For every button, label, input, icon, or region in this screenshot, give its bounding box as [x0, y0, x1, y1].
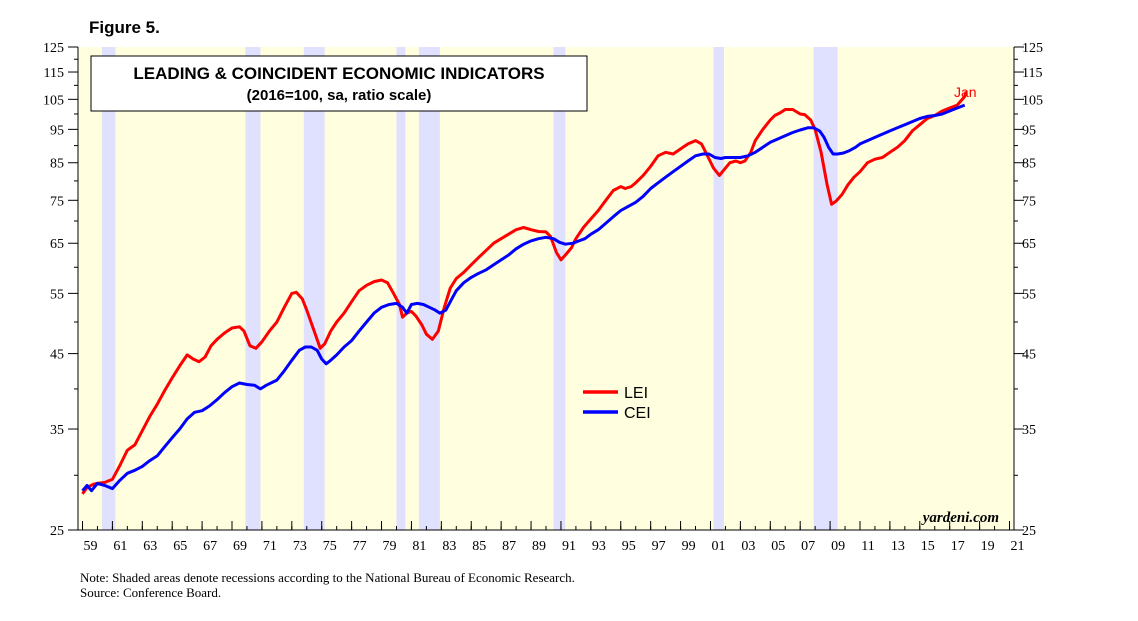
- y-tick-label-left: 85: [50, 157, 64, 172]
- x-tick-label: 87: [502, 539, 516, 554]
- y-tick-label-right: 125: [1022, 41, 1043, 56]
- end-label-jan: Jan: [954, 84, 977, 100]
- series-line-cei: [81, 103, 966, 493]
- title-box: [90, 55, 588, 112]
- x-tick-label: 19: [981, 539, 995, 554]
- x-tick-label: 07: [801, 539, 815, 554]
- x-tick-label: 11: [861, 539, 874, 554]
- recession-band: [245, 47, 261, 530]
- y-tick-label-left: 25: [50, 524, 64, 539]
- y-tick-label-left: 95: [50, 123, 64, 138]
- x-tick-label: 91: [562, 539, 576, 554]
- x-tick-label: 65: [173, 539, 187, 554]
- y-tick-label-left: 115: [44, 66, 64, 81]
- x-tick-label: 15: [921, 539, 935, 554]
- x-tick-label: 75: [323, 539, 337, 554]
- watermark: yardeni.com: [921, 510, 999, 526]
- y-tick-label-left: 75: [50, 194, 64, 209]
- y-tick-label-right: 25: [1022, 524, 1036, 539]
- recession-band: [813, 47, 838, 530]
- x-tick-label: 73: [293, 539, 307, 554]
- figure-label: Figure 5.: [89, 18, 160, 37]
- y-tick-label-left: 125: [43, 41, 64, 56]
- x-tick-label: 85: [472, 539, 486, 554]
- x-tick-label: 09: [831, 539, 845, 554]
- x-tick-label: 95: [622, 539, 636, 554]
- plot-background: [78, 47, 1014, 530]
- chart-title: LEADING & COINCIDENT ECONOMIC INDICATORS: [133, 64, 544, 83]
- y-tick-label-right: 75: [1022, 194, 1036, 209]
- source-text: Source: Conference Board.: [80, 585, 222, 600]
- x-tick-label: 05: [771, 539, 785, 554]
- recession-band: [101, 47, 116, 530]
- y-tick-label-left: 55: [50, 287, 64, 302]
- y-tick-label-right: 85: [1022, 157, 1036, 172]
- x-tick-label: 81: [412, 539, 426, 554]
- x-tick-label: 67: [203, 539, 217, 554]
- note-text: Note: Shaded areas denote recessions acc…: [80, 570, 575, 585]
- recession-band: [396, 47, 406, 530]
- y-tick-label-left: 65: [50, 237, 64, 252]
- recession-band: [553, 47, 566, 530]
- recession-band: [303, 47, 325, 530]
- x-tick-label: 21: [1011, 539, 1025, 554]
- x-tick-label: 13: [891, 539, 905, 554]
- x-tick-label: 03: [741, 539, 755, 554]
- y-tick-label-right: 45: [1022, 348, 1036, 363]
- x-tick-label: 89: [532, 539, 546, 554]
- y-tick-label-left: 35: [50, 423, 64, 438]
- x-tick-label: 17: [951, 539, 965, 554]
- recession-band: [418, 47, 440, 530]
- x-tick-label: 93: [592, 539, 606, 554]
- x-tick-label: 99: [682, 539, 696, 554]
- x-tick-label: 71: [263, 539, 277, 554]
- y-tick-label-left: 105: [43, 93, 64, 108]
- x-tick-label: 63: [143, 539, 157, 554]
- notes: Note: Shaded areas denote recessions acc…: [80, 570, 575, 600]
- chart-subtitle: (2016=100, sa, ratio scale): [247, 87, 432, 104]
- legend-label-cei: CEI: [624, 405, 651, 422]
- x-tick-label: 69: [233, 539, 247, 554]
- x-tick-label: 97: [652, 539, 666, 554]
- y-tick-label-right: 35: [1022, 423, 1036, 438]
- recession-band: [713, 47, 724, 530]
- y-tick-label-right: 115: [1022, 66, 1042, 81]
- y-tick-label-right: 55: [1022, 287, 1036, 302]
- legend: LEI CEI: [583, 385, 651, 422]
- x-tick-label: 59: [83, 539, 97, 554]
- x-tick-label: 01: [711, 539, 725, 554]
- x-tick-label: 83: [442, 539, 456, 554]
- x-tick-label: 61: [113, 539, 127, 554]
- x-tick-label: 77: [353, 539, 367, 554]
- legend-label-lei: LEI: [624, 385, 648, 402]
- x-tick-label: 79: [383, 539, 397, 554]
- y-tick-label-right: 105: [1022, 93, 1043, 108]
- y-tick-label-right: 95: [1022, 123, 1036, 138]
- y-tick-label-left: 45: [50, 348, 64, 363]
- y-tick-label-right: 65: [1022, 237, 1036, 252]
